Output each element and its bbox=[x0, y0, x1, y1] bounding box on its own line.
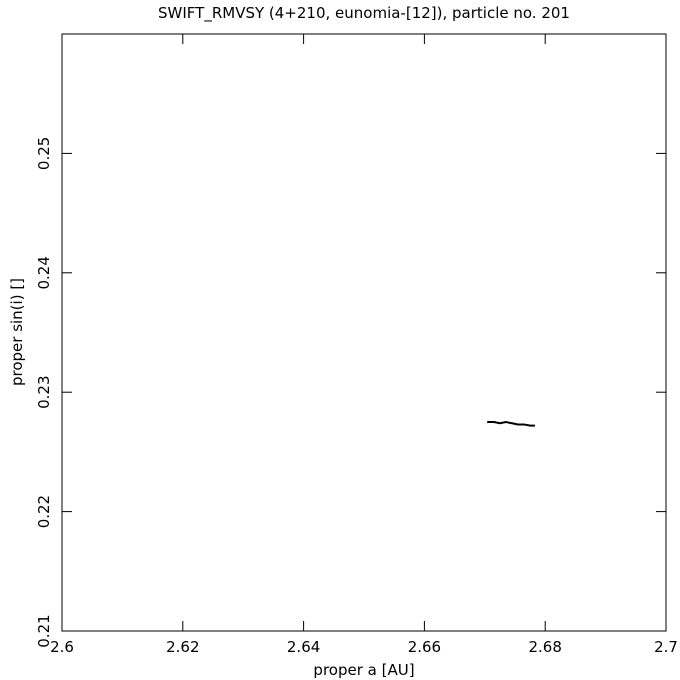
plot-frame bbox=[61, 33, 667, 632]
chart-title: SWIFT_RMVSY (4+210, eunomia-[12]), parti… bbox=[158, 4, 570, 23]
x-axis-label: proper a [AU] bbox=[313, 661, 414, 679]
y-tick-label: 0.25 bbox=[35, 137, 53, 170]
x-tick-label: 2.64 bbox=[287, 638, 320, 656]
y-tick-label: 0.22 bbox=[35, 495, 53, 528]
y-tick-label: 0.23 bbox=[35, 375, 53, 408]
y-tick-label: 0.24 bbox=[35, 256, 53, 289]
x-tick-label: 2.68 bbox=[528, 638, 561, 656]
y-tick-label: 0.21 bbox=[35, 614, 53, 647]
x-tick-label: 2.62 bbox=[166, 638, 199, 656]
x-tick-label: 2.66 bbox=[408, 638, 441, 656]
y-axis-label: proper sin(i) [] bbox=[8, 278, 26, 386]
x-tick-label: 2.6 bbox=[50, 638, 74, 656]
data-line bbox=[487, 421, 535, 427]
x-tick-label: 2.7 bbox=[654, 638, 678, 656]
